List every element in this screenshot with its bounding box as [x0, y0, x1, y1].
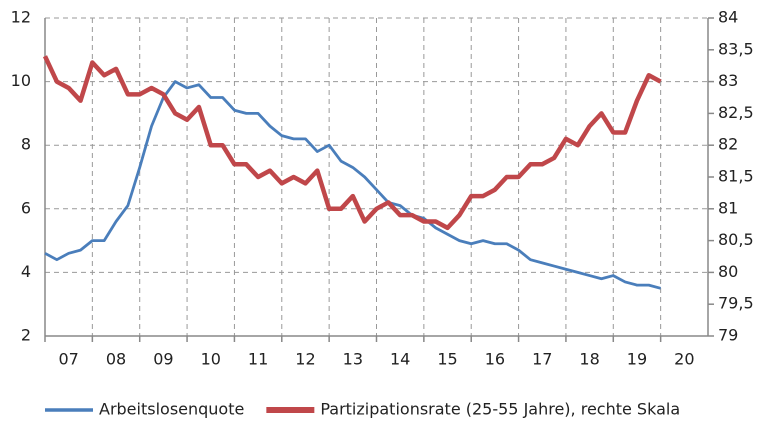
y-tick-label: 6: [21, 198, 31, 217]
x-tick-label: 07: [58, 350, 78, 369]
y2-tick-label: 80,5: [718, 230, 754, 249]
y2-tick-label: 80: [718, 262, 738, 281]
legend-label: Partizipationsrate (25-55 Jahre), rechte…: [320, 400, 680, 419]
x-tick-label: 15: [437, 350, 457, 369]
x-tick-label: 19: [627, 350, 647, 369]
series-line: [44, 80, 662, 290]
x-tick-label: 08: [106, 350, 126, 369]
y2-tick-label: 82,5: [718, 103, 754, 122]
x-tick-label: 11: [248, 350, 268, 369]
y-tick-label: 10: [11, 71, 31, 90]
x-tick-label: 14: [390, 350, 410, 369]
y2-tick-label: 82: [718, 135, 738, 154]
x-tick-label: 17: [532, 350, 552, 369]
legend-label: Arbeitslosenquote: [99, 400, 244, 419]
x-tick-label: 09: [153, 350, 173, 369]
x-tick-label: 20: [674, 350, 694, 369]
y2-tick-label: 81: [718, 198, 738, 217]
y-tick-label: 8: [21, 135, 31, 154]
x-tick-label: 10: [201, 350, 221, 369]
y2-tick-label: 83,5: [718, 39, 754, 58]
y-tick-label: 2: [21, 326, 31, 345]
x-tick-label: 18: [579, 350, 599, 369]
x-tick-label: 12: [295, 350, 315, 369]
x-tick-label: 13: [343, 350, 363, 369]
y-tick-label: 4: [21, 262, 31, 281]
x-tick-label: 16: [485, 350, 505, 369]
y2-tick-label: 84: [718, 8, 738, 27]
y2-tick-label: 83: [718, 71, 738, 90]
y2-tick-label: 79: [718, 326, 738, 345]
y2-tick-label: 79,5: [718, 294, 754, 313]
series-line: [42, 55, 662, 231]
y-tick-label: 12: [11, 8, 31, 27]
y2-tick-label: 81,5: [718, 167, 754, 186]
